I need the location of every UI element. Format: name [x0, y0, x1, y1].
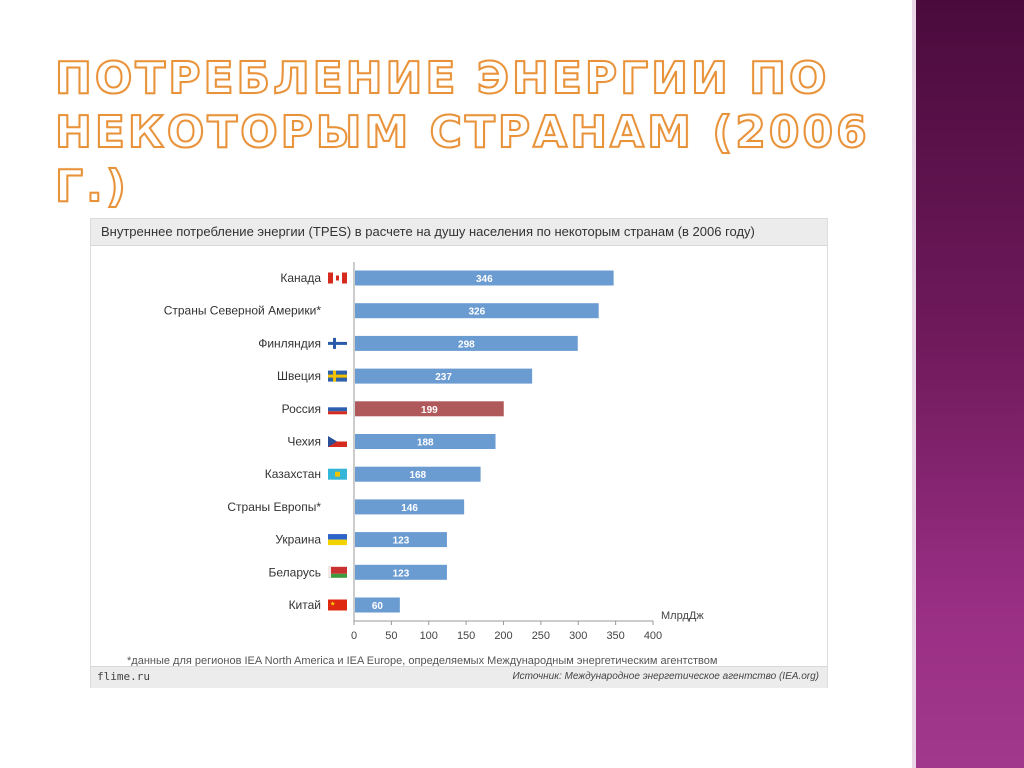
- category-label: Украина: [275, 533, 321, 547]
- value-label: 123: [393, 536, 410, 547]
- bar: [355, 564, 447, 580]
- category-label: Казахстан: [265, 467, 321, 481]
- finland-flag-icon: [328, 337, 347, 349]
- value-label: 188: [417, 438, 434, 449]
- bar: [355, 466, 481, 482]
- x-tick-label: 50: [385, 630, 397, 642]
- bar: [355, 270, 614, 286]
- category-label: Страны Северной Америки*: [164, 304, 322, 318]
- decorative-side-panel: [912, 0, 1024, 768]
- category-label: Чехия: [287, 435, 321, 449]
- source-label: Источник: Международное энергетическое а…: [512, 671, 820, 682]
- category-label: Швеция: [277, 369, 321, 383]
- bar: [355, 401, 504, 417]
- x-tick-label: 100: [420, 630, 438, 642]
- category-label: Финляндия: [258, 336, 321, 350]
- category-label: Беларусь: [269, 565, 321, 579]
- chart-footnote: *данные для регионов IEA North America и…: [127, 655, 718, 667]
- x-tick-label: 200: [494, 630, 512, 642]
- bar-chart: Канада 346 Страны Северной Америки* 326 Финл…: [164, 262, 704, 642]
- bar: [355, 368, 533, 384]
- bar: [355, 499, 465, 515]
- x-axis-title: МлрдДж: [661, 610, 704, 622]
- china-flag-icon: ★: [328, 599, 347, 611]
- canada-flag-icon: [328, 272, 347, 284]
- value-label: 298: [458, 339, 475, 350]
- category-label: Китай: [289, 598, 321, 612]
- value-label: 168: [409, 470, 426, 481]
- chart-frame: Внутреннее потребление энергии (TPES) в …: [90, 218, 828, 688]
- x-tick-label: 400: [644, 630, 662, 642]
- kazakhstan-flag-icon: [328, 468, 347, 480]
- category-label: Россия: [282, 402, 321, 416]
- bar: [355, 597, 400, 613]
- value-label: 123: [393, 568, 410, 579]
- x-tick-label: 250: [532, 630, 550, 642]
- czech-flag-icon: [328, 436, 347, 447]
- bar: [355, 335, 578, 351]
- chart-footer: flime.ru Источник: Международное энергет…: [91, 666, 827, 688]
- value-label: 199: [421, 405, 438, 416]
- value-label: 60: [372, 601, 384, 612]
- x-tick-label: 350: [606, 630, 624, 642]
- slide-title: ПОТРЕБЛЕНИЕ ЭНЕРГИИ ПО НЕКОТОРЫМ СТРАНАМ…: [54, 52, 870, 213]
- bar: [355, 532, 447, 548]
- x-tick-label: 0: [351, 630, 357, 642]
- sweden-flag-icon: [328, 370, 347, 382]
- x-tick-label: 300: [569, 630, 587, 642]
- bar: [355, 303, 599, 319]
- chart-title: Внутреннее потребление энергии (TPES) в …: [91, 219, 827, 246]
- decorative-stripe: [912, 0, 916, 768]
- site-label: flime.ru: [97, 670, 150, 683]
- russia-flag-icon: [328, 403, 347, 415]
- value-label: 326: [468, 307, 485, 318]
- ukraine-flag-icon: [328, 534, 347, 546]
- bar: [355, 434, 496, 449]
- svg-text:★: ★: [330, 601, 335, 608]
- belarus-flag-icon: [328, 566, 347, 578]
- category-label: Канада: [280, 271, 321, 285]
- value-label: 237: [435, 372, 452, 383]
- category-label: Страны Европы*: [227, 500, 321, 514]
- x-tick-label: 150: [457, 630, 475, 642]
- value-label: 346: [476, 274, 493, 285]
- value-label: 146: [401, 503, 418, 514]
